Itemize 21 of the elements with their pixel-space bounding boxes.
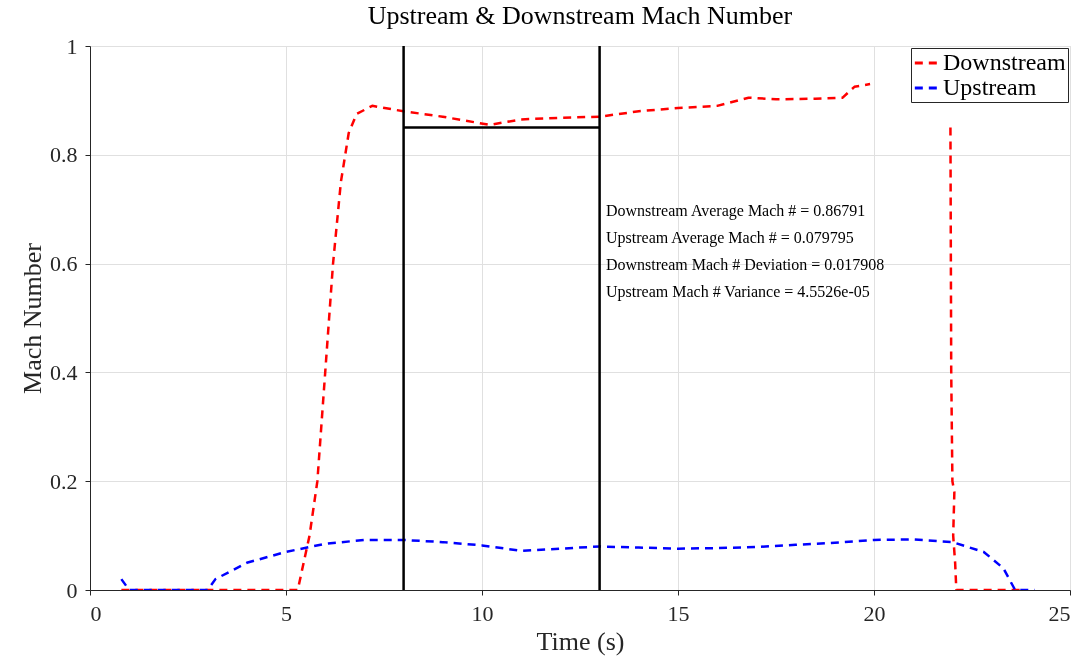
y-tick-label: 0.6 <box>50 251 78 277</box>
legend-label: Downstream <box>943 49 1066 75</box>
annotation: Upstream Average Mach # = 0.079795 <box>606 229 854 247</box>
chart-title: Upstream & Downstream Mach Number <box>367 1 793 30</box>
y-tick-label: 0.4 <box>50 359 78 385</box>
y-tick-label: 0 <box>66 577 78 603</box>
x-axis-title: Time (s) <box>536 626 625 656</box>
y-tick-label: 1 <box>66 33 78 59</box>
annotation: Downstream Mach # Deviation = 0.017908 <box>606 256 885 273</box>
annotation: Downstream Average Mach # = 0.86791 <box>606 202 866 220</box>
x-tick-label: 5 <box>281 600 292 626</box>
x-tick-label: 15 <box>667 600 690 626</box>
y-tick-label: 0.8 <box>50 142 78 168</box>
x-tick-label: 0 <box>90 600 102 626</box>
y-axis-title: Mach Number <box>18 242 47 394</box>
y-tick-label: 0.2 <box>50 468 78 494</box>
x-tick-label: 10 <box>471 600 494 626</box>
legend-label: Upstream <box>943 74 1037 100</box>
x-tick-label: 20 <box>863 600 886 626</box>
x-tick-label: 25 <box>1048 600 1071 626</box>
annotation: Upstream Mach # Variance = 4.5526e-05 <box>606 283 870 301</box>
